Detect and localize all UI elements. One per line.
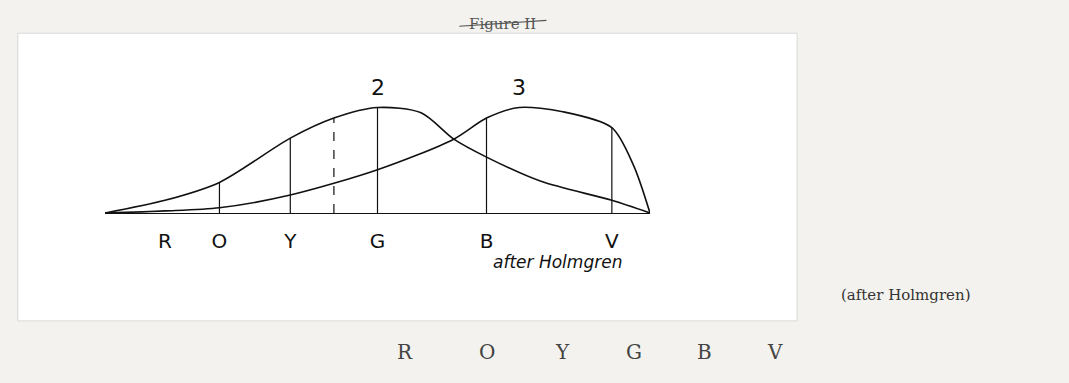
svg-text:G: G [370, 229, 386, 253]
svg-text:3: 3 [512, 75, 526, 100]
svg-text:Figure II: Figure II [469, 15, 536, 33]
svg-text:G: G [626, 340, 642, 364]
svg-text:R: R [158, 229, 172, 253]
svg-text:V: V [767, 340, 783, 364]
svg-text:(after Holmgren): (after Holmgren) [841, 286, 971, 304]
svg-text:B: B [697, 340, 712, 364]
svg-text:2: 2 [371, 75, 385, 100]
svg-text:O: O [479, 340, 495, 364]
svg-text:B: B [480, 229, 494, 253]
svg-text:R: R [397, 340, 413, 364]
svg-text:Y: Y [283, 229, 297, 253]
svg-text:V: V [605, 229, 619, 253]
svg-text:after Holmgren: after Holmgren [493, 252, 622, 272]
svg-text:O: O [212, 229, 228, 253]
svg-text:Y: Y [555, 340, 570, 364]
